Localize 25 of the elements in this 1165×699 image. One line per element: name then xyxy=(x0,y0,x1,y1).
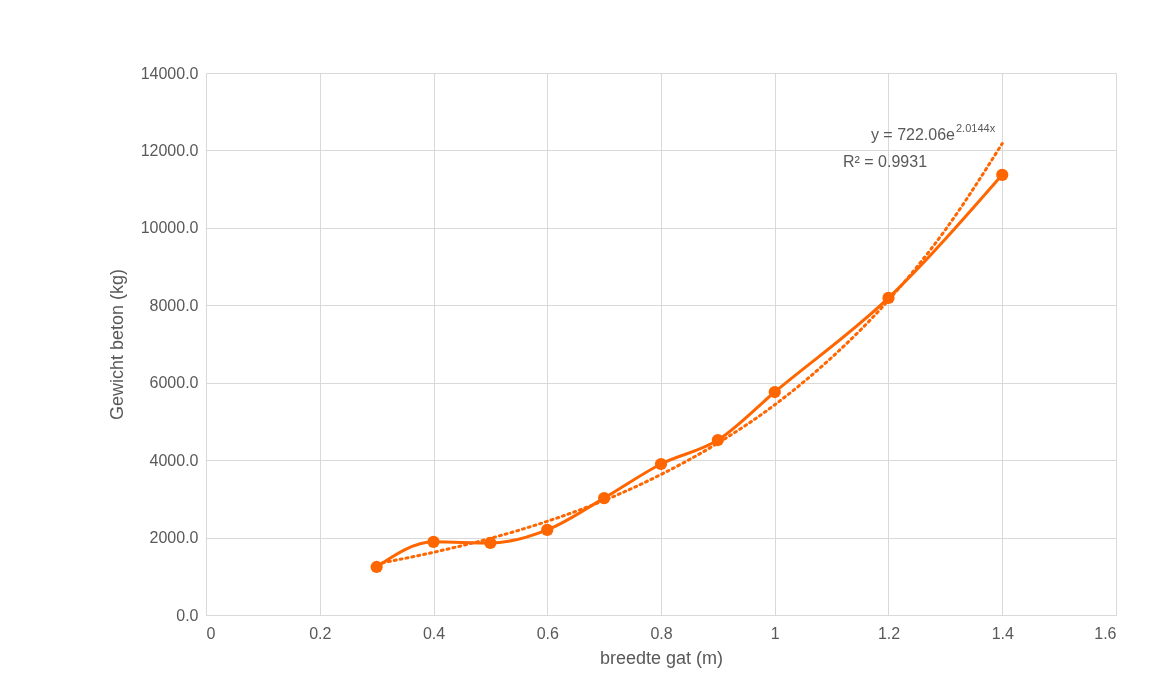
point xyxy=(768,385,781,399)
x-tick-label: 1.6 xyxy=(1094,624,1117,642)
point xyxy=(996,168,1009,181)
x-tick-label: 0.8 xyxy=(650,624,673,642)
x-tick-label: 0.6 xyxy=(536,624,559,642)
y-tick-label: 12000.0 xyxy=(140,141,199,159)
x-tick-label: 1.4 xyxy=(991,624,1014,642)
point xyxy=(541,523,554,536)
y-tick-label: 10000.0 xyxy=(140,219,199,237)
x-tick-label: 1.2 xyxy=(877,624,901,642)
x-tick-label: 0 xyxy=(206,624,216,642)
x-axis-title: breedte gat (m) xyxy=(599,647,724,668)
y-tick-label: 0.0 xyxy=(176,606,199,624)
y-tick-label: 8000.0 xyxy=(149,296,199,314)
x-tick-label: 0.4 xyxy=(422,624,446,642)
annotation: R² = 0.9931 xyxy=(842,153,928,170)
x-tick-label: 1 xyxy=(770,624,780,642)
y-tick-label: 14000.0 xyxy=(140,64,199,82)
y-tick-label: 4000.0 xyxy=(149,451,199,469)
x-tick-label: 0.2 xyxy=(309,624,332,642)
y-tick-label: 2000.0 xyxy=(149,529,199,547)
point xyxy=(427,535,440,548)
point xyxy=(654,457,668,471)
y-axis-title: Gewicht beton (kg) xyxy=(106,268,127,421)
y-tick-label: 6000.0 xyxy=(149,374,199,392)
